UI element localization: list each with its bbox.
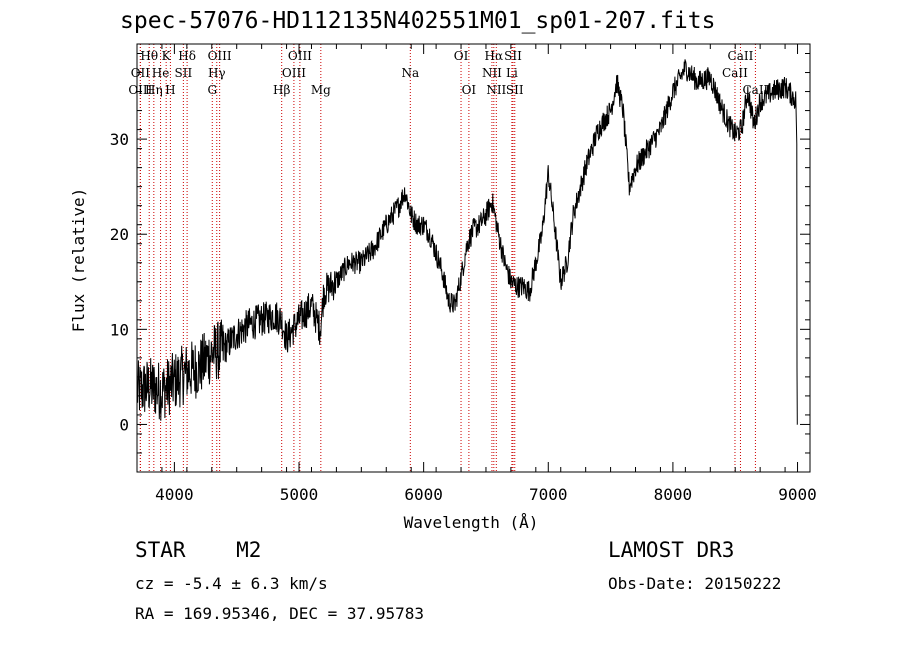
x-axis-label: Wavelength (Å): [404, 513, 539, 532]
line-label: OII: [131, 66, 151, 80]
line-label: OI: [462, 83, 477, 97]
axis-ticks: 4000 5000 6000 7000 8000 9000 0 10 20 30: [110, 44, 817, 504]
spectrum-line: [136, 59, 798, 425]
line-label: OIII: [128, 83, 152, 97]
line-label: G: [207, 83, 217, 97]
x-tick-label: 7000: [529, 485, 568, 504]
redshift-text: cz = -5.4 ± 6.3 km/s: [135, 574, 328, 593]
line-label: CaII: [742, 83, 768, 97]
line-label: Hα: [485, 49, 504, 63]
survey-label: LAMOST DR3: [608, 538, 735, 562]
line-label: K: [162, 49, 172, 63]
line-label: Hη: [145, 83, 163, 97]
line-label: Li: [506, 66, 518, 80]
line-label: CaII: [728, 49, 754, 63]
line-label: Hγ: [208, 66, 226, 80]
line-label: NII: [482, 66, 502, 80]
line-label: OIII: [282, 66, 306, 80]
line-label: Mg: [311, 83, 331, 97]
x-tick-label: 6000: [404, 485, 443, 504]
x-tick-label: 8000: [654, 485, 693, 504]
y-axis-label: Flux (relative): [69, 188, 88, 333]
x-tick-label: 4000: [155, 485, 194, 504]
line-label: NII: [486, 83, 506, 97]
line-label: Hδ: [178, 49, 196, 63]
chart-title: spec-57076-HD112135N402551M01_sp01-207.f…: [120, 8, 716, 34]
line-label: SII: [175, 66, 193, 80]
radec-text: RA = 169.95346, DEC = 37.95783: [135, 604, 424, 623]
line-label: Hβ: [273, 83, 290, 97]
y-tick-label: 0: [119, 415, 129, 434]
line-label: Na: [401, 66, 419, 80]
obs-date-text: Obs-Date: 20150222: [608, 574, 782, 593]
object-class: STAR M2: [135, 538, 261, 562]
line-label: OIII: [208, 49, 232, 63]
x-tick-label: 5000: [280, 485, 319, 504]
line-label: SII: [504, 49, 522, 63]
line-label: CaII: [722, 66, 748, 80]
line-label: Hθ: [140, 49, 158, 63]
line-label: OI: [454, 49, 469, 63]
class-label: STAR: [135, 538, 186, 562]
line-label: H: [165, 83, 175, 97]
y-tick-label: 30: [110, 130, 129, 149]
y-tick-label: 10: [110, 320, 129, 339]
line-label: SII: [506, 83, 524, 97]
plot-frame: [136, 43, 811, 473]
line-label: OIII: [288, 49, 312, 63]
line-label: He: [152, 66, 170, 80]
subclass-label: M2: [236, 538, 262, 562]
line-markers: [139, 44, 756, 472]
y-tick-label: 20: [110, 225, 129, 244]
x-tick-label: 9000: [778, 485, 817, 504]
